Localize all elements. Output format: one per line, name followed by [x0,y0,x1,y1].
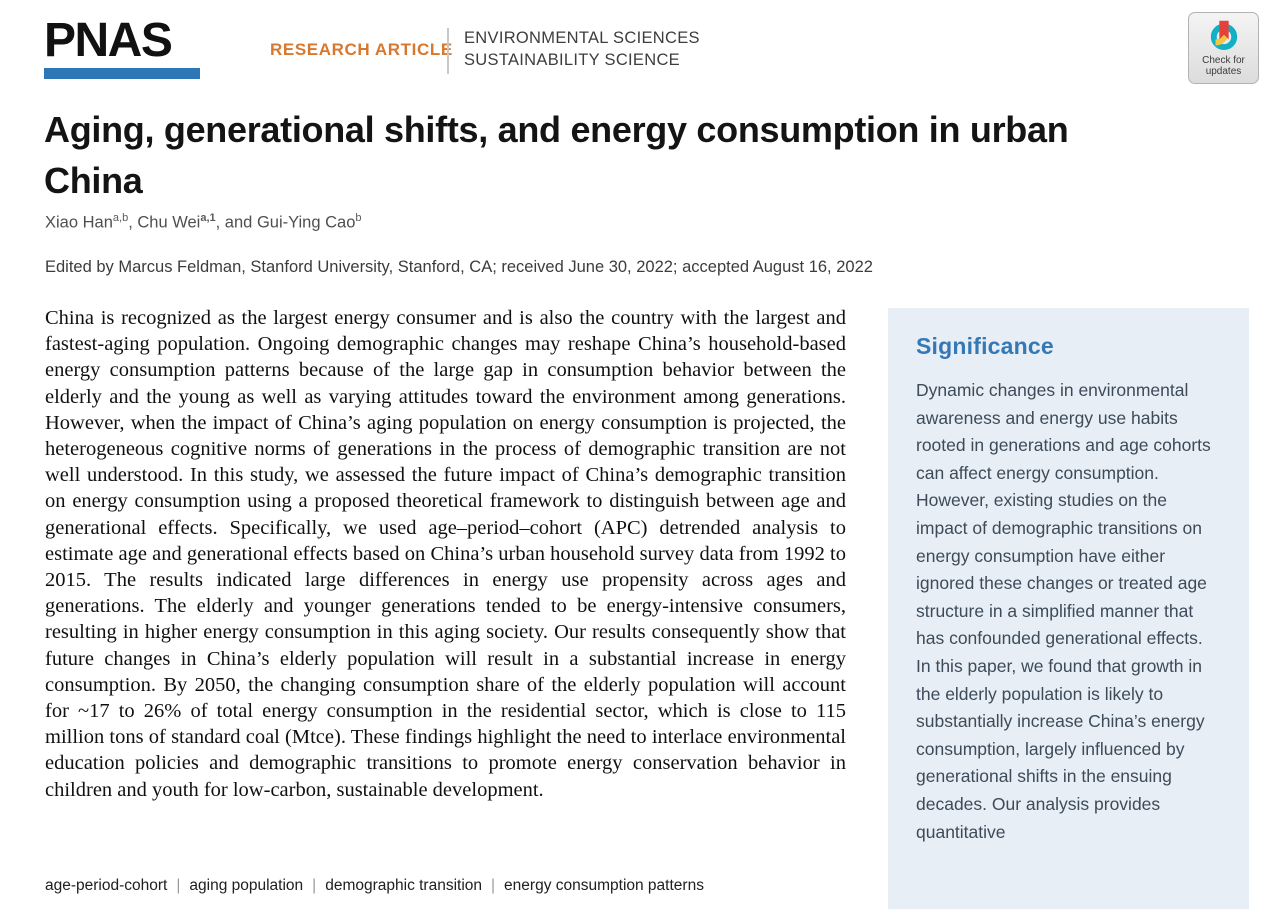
crossmark-icon [1210,20,1237,51]
pnas-logo-text: PNAS [44,14,173,67]
check-for-updates-badge[interactable]: Check for updates [1188,12,1259,84]
author-affiliation: b [355,212,362,224]
subject-category-sustainability-science: SUSTAINABILITY SCIENCE [464,51,680,69]
article-type-label: RESEARCH ARTICLE [270,40,453,59]
keyword: demographic transition [325,877,483,894]
author-affiliation: a,1 [200,212,216,224]
keyword-separator: | [491,877,496,894]
keyword: energy consumption patterns [504,877,704,894]
pnas-logo: PNAS [44,16,200,79]
header-divider [447,28,449,74]
author-name: Chu Wei [137,213,201,232]
keyword-list: age-period-cohort | aging population | demog… [45,877,704,895]
check-for-updates-label: Check for updates [1202,55,1245,77]
keyword: aging population [189,877,304,894]
abstract-text: China is recognized as the largest energ… [45,307,846,801]
pnas-logo-underline [44,68,200,79]
author-name: Gui-Ying Cao [256,213,356,232]
keyword-separator: | [312,877,317,894]
author-affiliation: a,b [112,212,129,224]
author-list: Xiao Hana,b, Chu Weia,1, and Gui-Ying Ca… [45,212,362,232]
keyword: age-period-cohort [45,877,168,894]
significance-heading: Significance [916,333,1054,359]
significance-sidebar: Significance Dynamic changes in environm… [888,308,1249,909]
subject-categories: ENVIRONMENTAL SCIENCES SUSTAINABILITY SC… [464,27,700,71]
keyword-separator: | [176,877,181,894]
author-name: Xiao Han [45,213,113,232]
article-title: Aging, generational shifts, and energy c… [44,109,1069,201]
edited-by-line: Edited by Marcus Feldman, Stanford Unive… [45,258,873,276]
significance-body-text: Dynamic changes in environmental awarene… [916,380,1211,842]
subject-category-environmental-sciences: ENVIRONMENTAL SCIENCES [464,29,700,47]
